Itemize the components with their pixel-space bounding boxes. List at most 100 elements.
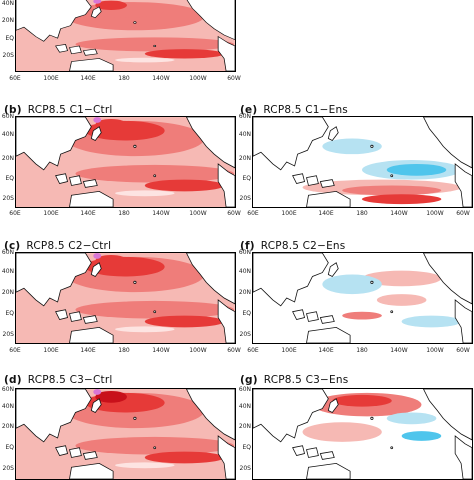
indonesia-landmass — [292, 173, 335, 188]
lat-tick-label: 20N — [1, 289, 14, 296]
indonesia-landmass — [55, 173, 98, 188]
lon-tick-label: 140W — [152, 75, 170, 82]
japan-landmass — [327, 126, 339, 141]
cool-anomaly — [386, 163, 447, 176]
warm-anomaly — [302, 422, 382, 442]
japan-landmass — [90, 126, 102, 141]
lat-tick-label: EQ — [5, 444, 14, 451]
panel-a-map — [15, 0, 236, 72]
lat-tick-label: 20N — [1, 423, 14, 430]
lon-tick-label: 100W — [189, 75, 207, 82]
lat-tick-label: 40N — [1, 403, 14, 410]
north-america-landmass — [186, 0, 235, 41]
lat-tick-label: 40N — [1, 268, 14, 275]
australia-landmass — [306, 190, 351, 207]
south-america-landmass — [454, 435, 472, 479]
panel-c-title: (c) RCP8.5 C2−Ctrl — [4, 240, 112, 252]
lon-tick-label: 60W — [456, 347, 470, 354]
lon-tick-label: 100W — [189, 347, 207, 354]
cool-anomaly — [401, 431, 442, 441]
lat-tick-label: EQ — [5, 175, 14, 182]
lon-tick-label: 60E — [9, 347, 21, 354]
lon-tick-label: 140W — [390, 347, 408, 354]
lon-tick-label: 180 — [118, 210, 130, 217]
panel-b-map — [15, 116, 236, 208]
north-america-landmass — [186, 389, 235, 441]
island — [153, 44, 157, 48]
warm-anomaly — [95, 0, 127, 10]
hawaii-island — [370, 416, 374, 420]
extreme-anomaly — [93, 389, 102, 395]
lon-tick-label: 60W — [456, 210, 470, 217]
hawaii-island — [133, 416, 137, 420]
hawaii-island — [133, 21, 137, 24]
lon-tick-label: 100E — [43, 347, 59, 354]
warm-anomaly — [342, 185, 442, 196]
asia-landmass — [253, 253, 329, 307]
north-america-landmass — [423, 253, 472, 305]
lon-tick-label: 180 — [118, 347, 130, 354]
lon-tick-label: 140W — [152, 210, 170, 217]
lon-tick-label: 180 — [356, 347, 368, 354]
japan-landmass — [90, 6, 102, 19]
asia-landmass — [16, 253, 92, 307]
lon-tick-label: 100E — [43, 210, 59, 217]
lat-tick-label: 60N — [238, 113, 251, 120]
lon-tick-label: 140E — [80, 347, 96, 354]
japan-landmass — [90, 398, 102, 413]
weak-anomaly — [115, 57, 175, 63]
land-layer — [16, 0, 235, 71]
island — [153, 446, 157, 450]
south-america-landmass — [454, 299, 472, 343]
australia-landmass — [69, 58, 114, 71]
lat-tick-label: EQ — [242, 175, 251, 182]
warm-anomaly — [95, 390, 127, 403]
lon-tick-label: 60W — [227, 75, 241, 82]
japan-landmass — [327, 398, 339, 413]
north-america-landmass — [423, 389, 472, 441]
north-america-landmass — [423, 117, 472, 169]
extreme-anomaly — [93, 253, 102, 259]
indonesia-landmass — [55, 309, 98, 324]
lon-tick-label: 100W — [426, 347, 444, 354]
lat-tick-label: 20N — [238, 423, 251, 430]
lon-tick-label: 60W — [227, 347, 241, 354]
cool-anomaly — [386, 412, 437, 425]
lon-tick-label: 60E — [247, 210, 259, 217]
australia-landmass — [69, 326, 114, 343]
warm-anomaly — [332, 394, 392, 407]
island — [153, 174, 157, 178]
land-layer — [16, 117, 235, 207]
lon-tick-label: 140W — [152, 347, 170, 354]
hawaii-island — [133, 144, 137, 148]
lat-tick-label: 60N — [1, 249, 14, 256]
island — [153, 310, 157, 314]
lat-tick-label: 40N — [1, 0, 14, 7]
lat-tick-label: 40N — [238, 131, 251, 138]
map-canvas — [16, 117, 235, 207]
land-layer — [253, 253, 472, 343]
warm-anomaly — [362, 194, 442, 205]
land-layer — [16, 253, 235, 343]
extreme-anomaly — [93, 117, 102, 123]
warm-anomaly — [75, 300, 235, 319]
lat-tick-label: 60N — [1, 386, 14, 393]
panel-g-map — [252, 388, 473, 480]
panel-g-title: (g) RCP8.5 C3−Ens — [240, 374, 349, 386]
asia-landmass — [16, 389, 92, 443]
map-canvas — [16, 253, 235, 343]
panel-f-title: (f) RCP8.5 C2−Ens — [240, 240, 346, 252]
lon-tick-label: 60W — [227, 210, 241, 217]
south-america-landmass — [454, 163, 472, 207]
lat-tick-label: 60N — [238, 249, 251, 256]
lat-tick-label: 20N — [1, 155, 14, 162]
panel-c-map — [15, 252, 236, 344]
indonesia-landmass — [55, 445, 98, 460]
panel-e-title: (e) RCP8.5 C1−Ens — [240, 104, 348, 116]
lon-tick-label: 140E — [80, 210, 96, 217]
cool-anomaly — [401, 315, 462, 328]
weak-anomaly — [115, 326, 175, 333]
warm-anomaly — [362, 270, 442, 287]
indonesia-landmass — [55, 44, 98, 56]
warm-anomaly — [376, 294, 427, 306]
